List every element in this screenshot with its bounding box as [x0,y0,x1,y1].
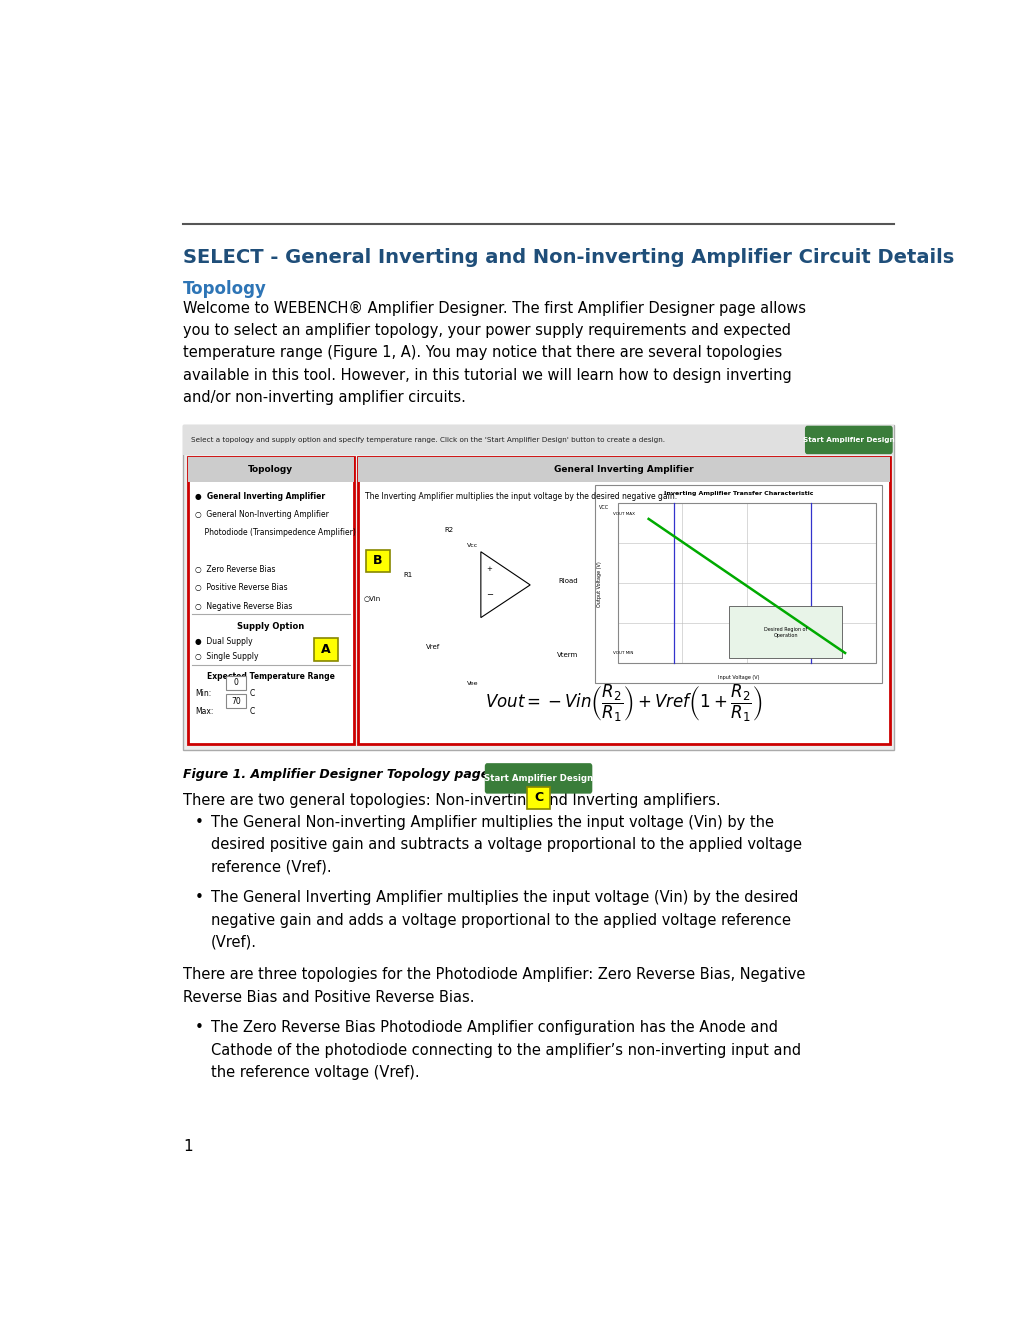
Text: Start Amplifier Design: Start Amplifier Design [802,437,894,444]
Text: Figure 1. Amplifier Designer Topology page: Figure 1. Amplifier Designer Topology pa… [182,768,488,781]
Text: Vcc: Vcc [467,543,478,548]
Text: ○  Single Supply: ○ Single Supply [196,652,259,661]
Text: The General Inverting Amplifier multiplies the input voltage (Vin) by the desire: The General Inverting Amplifier multipli… [210,890,797,906]
Text: R2: R2 [444,528,453,533]
Text: Topology: Topology [182,280,266,298]
Text: ○Vin: ○Vin [364,595,381,601]
Text: negative gain and adds a voltage proportional to the applied voltage reference: negative gain and adds a voltage proport… [210,912,790,928]
FancyBboxPatch shape [182,425,894,455]
Text: Max:: Max: [196,708,214,717]
Text: Topology: Topology [248,465,292,474]
Text: Welcome to WEBENCH® Amplifier Designer. The first Amplifier Designer page allows: Welcome to WEBENCH® Amplifier Designer. … [182,301,805,315]
Text: Output Voltage (V): Output Voltage (V) [596,561,601,607]
Text: General Inverting Amplifier: General Inverting Amplifier [553,465,693,474]
Text: •: • [195,1020,204,1035]
Text: available in this tool. However, in this tutorial we will learn how to design in: available in this tool. However, in this… [182,368,791,383]
FancyBboxPatch shape [225,676,246,690]
Text: VOUT MIN: VOUT MIN [612,651,633,655]
Text: ○  General Non-Inverting Amplifier: ○ General Non-Inverting Amplifier [196,510,329,519]
Text: A: A [321,643,330,656]
Text: desired positive gain and subtracts a voltage proportional to the applied voltag: desired positive gain and subtracts a vo… [210,837,801,853]
Text: ○  Zero Reverse Bias: ○ Zero Reverse Bias [196,565,276,574]
Text: −: − [486,590,493,599]
Text: Min:: Min: [196,689,212,698]
Text: Vref: Vref [426,644,440,649]
Text: and/or non-inverting amplifier circuits.: and/or non-inverting amplifier circuits. [182,391,466,405]
FancyBboxPatch shape [804,426,892,454]
Text: ●  Dual Supply: ● Dual Supply [196,638,253,645]
FancyBboxPatch shape [595,484,880,682]
Text: temperature range (Figure 1, A). You may notice that there are several topologie: temperature range (Figure 1, A). You may… [182,346,782,360]
FancyBboxPatch shape [182,425,894,750]
FancyBboxPatch shape [358,457,889,482]
Text: C: C [534,791,542,804]
Text: B: B [373,554,382,568]
Text: C: C [249,689,254,698]
Text: the reference voltage (Vref).: the reference voltage (Vref). [210,1065,419,1080]
Text: Vterm: Vterm [556,652,578,659]
FancyBboxPatch shape [728,606,842,659]
Text: Start Amplifier Design: Start Amplifier Design [484,774,592,783]
Text: Expected Temperature Range: Expected Temperature Range [207,672,334,681]
Text: •: • [195,814,204,830]
Text: R1: R1 [404,572,413,578]
Polygon shape [480,552,530,618]
Text: There are three topologies for the Photodiode Amplifier: Zero Reverse Bias, Nega: There are three topologies for the Photo… [182,968,804,982]
FancyBboxPatch shape [366,549,389,572]
Text: Input Voltage (V): Input Voltage (V) [717,675,758,680]
Text: SELECT - General Inverting and Non-inverting Amplifier Circuit Details: SELECT - General Inverting and Non-inver… [182,248,953,267]
Text: The Inverting Amplifier multiplies the input voltage by the desired negative gai: The Inverting Amplifier multiplies the i… [365,492,677,500]
Text: reference (Vref).: reference (Vref). [210,859,331,875]
Text: ○  Negative Reverse Bias: ○ Negative Reverse Bias [196,602,292,611]
FancyBboxPatch shape [187,457,354,744]
Text: C: C [249,708,254,717]
Text: (Vref).: (Vref). [210,935,256,950]
Text: Cathode of the photodiode connecting to the amplifier’s non-inverting input and: Cathode of the photodiode connecting to … [210,1043,800,1057]
Text: you to select an amplifier topology, your power supply requirements and expected: you to select an amplifier topology, you… [182,323,790,338]
FancyBboxPatch shape [314,638,337,660]
Text: Reverse Bias and Positive Reverse Bias.: Reverse Bias and Positive Reverse Bias. [182,990,474,1005]
Text: VCC: VCC [599,506,609,510]
Text: Desired Region of
Operation: Desired Region of Operation [763,627,806,638]
FancyBboxPatch shape [484,763,592,793]
FancyBboxPatch shape [358,457,889,744]
Text: 0: 0 [233,678,238,688]
Text: 1: 1 [182,1139,193,1154]
Text: •: • [195,890,204,906]
Text: VOUT MAX: VOUT MAX [612,512,634,516]
Text: Photodiode (Transimpedence Amplifier): Photodiode (Transimpedence Amplifier) [196,528,356,537]
Text: +: + [486,566,492,572]
Text: Inverting Amplifier Transfer Characteristic: Inverting Amplifier Transfer Characteris… [663,491,812,496]
Text: The General Non-inverting Amplifier multiplies the input voltage (Vin) by the: The General Non-inverting Amplifier mult… [210,814,772,830]
Text: 70: 70 [230,697,240,706]
FancyBboxPatch shape [225,694,246,709]
Text: Vee: Vee [467,681,478,686]
Text: Supply Option: Supply Option [236,622,304,631]
Text: There are two general topologies: Non-inverting and Inverting amplifiers.: There are two general topologies: Non-in… [182,792,719,808]
Text: ●  General Inverting Amplifier: ● General Inverting Amplifier [196,492,325,500]
Text: Select a topology and supply option and specify temperature range. Click on the : Select a topology and supply option and … [191,437,664,444]
Text: $Vout = -Vin\left(\dfrac{R_2}{R_1}\right) + Vref\left(1 + \dfrac{R_2}{R_1}\right: $Vout = -Vin\left(\dfrac{R_2}{R_1}\right… [485,682,762,723]
FancyBboxPatch shape [187,457,354,482]
Text: ○  Positive Reverse Bias: ○ Positive Reverse Bias [196,583,287,593]
Text: Rload: Rload [557,578,577,583]
FancyBboxPatch shape [526,787,550,809]
Text: The Zero Reverse Bias Photodiode Amplifier configuration has the Anode and: The Zero Reverse Bias Photodiode Amplifi… [210,1020,776,1035]
